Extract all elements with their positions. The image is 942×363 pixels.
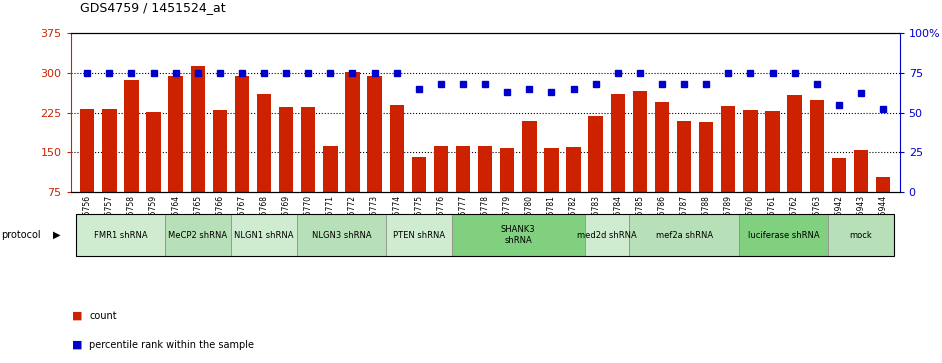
Bar — [190, 66, 205, 232]
Bar — [589, 116, 603, 232]
Text: med2d shRNA: med2d shRNA — [577, 231, 637, 240]
Bar — [853, 150, 869, 232]
Text: ■: ■ — [72, 311, 82, 321]
Bar — [301, 107, 316, 232]
Bar — [788, 95, 802, 232]
Bar — [279, 107, 293, 232]
Bar — [699, 122, 713, 232]
Text: mock: mock — [850, 231, 872, 240]
Bar — [655, 102, 669, 232]
Bar — [610, 94, 625, 232]
Text: luciferase shRNA: luciferase shRNA — [748, 231, 820, 240]
Bar — [213, 110, 227, 232]
Bar — [146, 112, 161, 232]
Text: protocol: protocol — [1, 230, 41, 240]
Text: GDS4759 / 1451524_at: GDS4759 / 1451524_at — [80, 1, 226, 15]
Bar — [323, 146, 337, 232]
Text: ■: ■ — [72, 340, 82, 350]
Bar — [433, 146, 448, 232]
Bar — [257, 94, 271, 232]
Bar — [456, 146, 470, 232]
Text: mef2a shRNA: mef2a shRNA — [656, 231, 713, 240]
Bar — [522, 121, 537, 232]
Bar — [544, 148, 559, 232]
Bar — [478, 146, 493, 232]
Bar — [876, 178, 890, 232]
Bar — [765, 111, 780, 232]
Bar — [722, 106, 736, 232]
Text: PTEN shRNA: PTEN shRNA — [393, 231, 445, 240]
Text: FMR1 shRNA: FMR1 shRNA — [93, 231, 147, 240]
Bar — [743, 110, 757, 232]
Text: ▶: ▶ — [53, 230, 60, 240]
Bar — [102, 109, 117, 232]
Bar — [346, 72, 360, 232]
Bar — [80, 109, 94, 232]
Bar — [500, 148, 514, 232]
Bar — [124, 79, 138, 232]
Bar — [390, 105, 404, 232]
Bar — [235, 76, 249, 232]
Text: MeCP2 shRNA: MeCP2 shRNA — [169, 231, 227, 240]
Bar — [169, 76, 183, 232]
Text: percentile rank within the sample: percentile rank within the sample — [89, 340, 254, 350]
Bar — [809, 100, 824, 232]
Bar — [677, 121, 691, 232]
Text: SHANK3
shRNA: SHANK3 shRNA — [501, 225, 536, 245]
Bar — [566, 147, 580, 232]
Text: NLGN3 shRNA: NLGN3 shRNA — [312, 231, 371, 240]
Bar — [367, 76, 382, 232]
Text: NLGN1 shRNA: NLGN1 shRNA — [235, 231, 294, 240]
Bar — [633, 91, 647, 232]
Text: count: count — [89, 311, 117, 321]
Bar — [412, 157, 426, 232]
Bar — [832, 158, 846, 232]
